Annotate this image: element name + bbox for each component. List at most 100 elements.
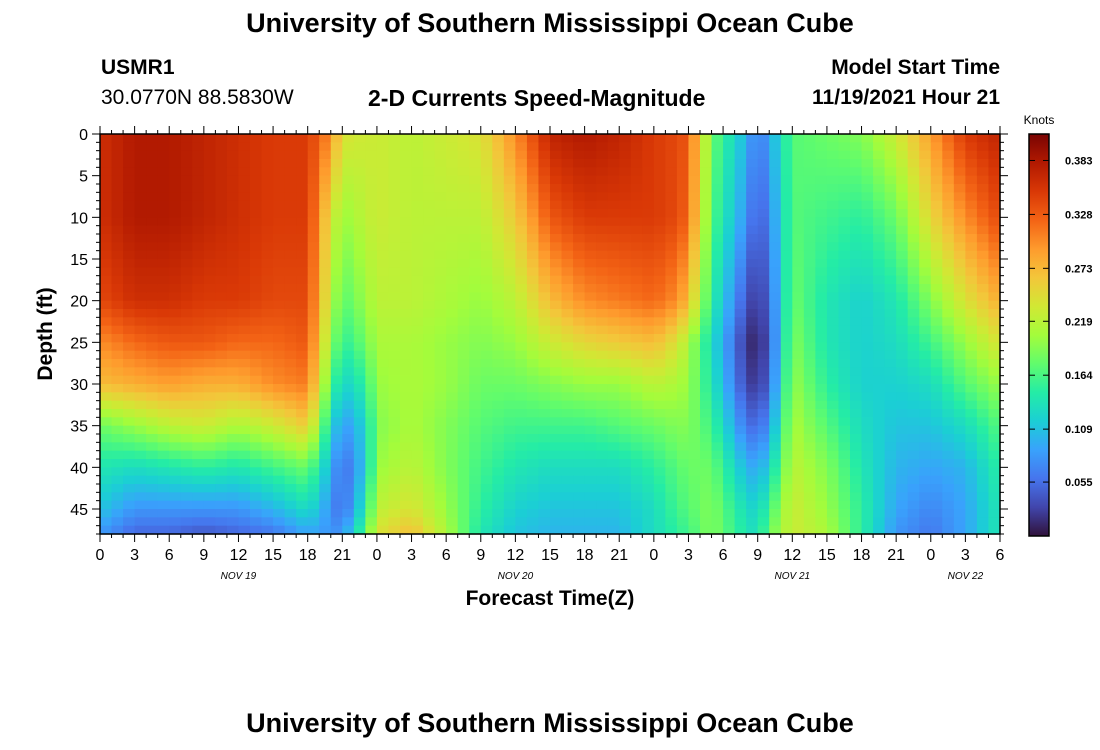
heatmap-cell (342, 359, 355, 368)
heatmap-cell (976, 467, 990, 477)
heatmap-cell (630, 167, 643, 177)
heatmap-cell (861, 417, 874, 427)
heatmap-cell (584, 417, 597, 427)
heatmap-cell (111, 459, 124, 468)
heatmap-cell (503, 300, 516, 310)
heatmap-cell (111, 500, 124, 510)
heatmap-cell (411, 242, 424, 252)
heatmap-cell (884, 242, 897, 252)
heatmap-cell (434, 217, 447, 227)
heatmap-cell (457, 134, 470, 143)
heatmap-cell (273, 509, 286, 518)
heatmap-cell (376, 242, 390, 252)
heatmap-cell (319, 434, 332, 443)
heatmap-cell (157, 234, 170, 243)
heatmap-cell (676, 175, 690, 185)
heatmap-cell (873, 150, 886, 160)
heatmap-cell (538, 375, 551, 385)
heatmap-cell (676, 259, 690, 268)
heatmap-cell (953, 134, 966, 143)
heatmap-cell (884, 292, 897, 302)
heatmap-cell (100, 159, 113, 168)
heatmap-cell (365, 217, 378, 227)
heatmap-cell (123, 200, 136, 210)
heatmap-cell (700, 192, 713, 202)
heatmap-cell (353, 192, 366, 202)
heatmap-cell (169, 192, 182, 202)
heatmap-cell (653, 467, 666, 477)
heatmap-cell (953, 450, 966, 460)
heatmap-cell (215, 142, 228, 152)
heatmap-cell (596, 509, 609, 518)
heatmap-cell (284, 484, 297, 493)
heatmap-cell (953, 467, 966, 477)
heatmap-cell (561, 525, 574, 535)
heatmap-cell (550, 350, 563, 360)
heatmap-cell (296, 417, 309, 427)
heatmap-cell (157, 134, 170, 143)
heatmap-cell (792, 275, 805, 285)
heatmap-cell (930, 417, 943, 427)
heatmap-cell (423, 284, 436, 293)
heatmap-cell (550, 225, 563, 235)
heatmap-cell (157, 517, 170, 527)
heatmap-cell (861, 467, 874, 477)
heatmap-cell (134, 184, 147, 193)
heatmap-cell (469, 459, 482, 468)
heatmap-cell (526, 167, 540, 177)
heatmap-cell (353, 217, 366, 227)
heatmap-cell (492, 434, 505, 443)
heatmap-cell (353, 384, 366, 393)
heatmap-cell (861, 309, 874, 318)
heatmap-cell (319, 267, 332, 277)
heatmap-cell (480, 425, 493, 435)
heatmap-cell (296, 334, 309, 343)
heatmap-cell (457, 384, 470, 393)
heatmap-cell (319, 425, 332, 435)
heatmap-cell (319, 259, 332, 268)
heatmap-cell (988, 484, 1001, 493)
heatmap-cell (238, 475, 251, 485)
day-label: NOV 22 (948, 571, 984, 582)
heatmap-cell (469, 342, 482, 352)
heatmap-cell (573, 442, 586, 452)
heatmap-cell (976, 200, 990, 210)
heatmap-cell (792, 517, 805, 527)
heatmap-cell (284, 434, 297, 443)
heatmap-cell (734, 259, 747, 268)
heatmap-cell (550, 500, 563, 510)
heatmap-cell (711, 259, 724, 268)
heatmap-cell (815, 200, 828, 210)
heatmap-cell (723, 292, 736, 302)
heatmap-cell (873, 325, 886, 335)
heatmap-cell (838, 134, 851, 143)
heatmap-cell (515, 175, 528, 185)
heatmap-cell (388, 417, 401, 427)
heatmap-cell (215, 250, 228, 260)
heatmap-cell (296, 134, 309, 143)
heatmap-cell (203, 267, 216, 277)
heatmap-cell (423, 400, 436, 410)
heatmap-cell (919, 259, 932, 268)
x-tick-label: 21 (887, 547, 905, 564)
heatmap-cell (734, 275, 747, 285)
heatmap-cell (296, 317, 309, 327)
heatmap-cell (503, 184, 516, 193)
heatmap-cell (226, 442, 240, 452)
heatmap-cell (342, 325, 355, 335)
heatmap-cell (780, 500, 793, 510)
heatmap-cell (757, 400, 770, 410)
heatmap-cell (238, 234, 251, 243)
heatmap-cell (838, 159, 851, 168)
heatmap-cell (861, 484, 874, 493)
heatmap-cell (434, 517, 447, 527)
heatmap-cell (296, 200, 309, 210)
heatmap-cell (365, 434, 378, 443)
heatmap-cell (319, 442, 332, 452)
heatmap-cell (746, 250, 759, 260)
heatmap-cell (250, 517, 263, 527)
heatmap-cell (319, 525, 332, 535)
heatmap-cell (284, 450, 297, 460)
heatmap-cell (596, 209, 609, 218)
heatmap-cell (180, 450, 193, 460)
